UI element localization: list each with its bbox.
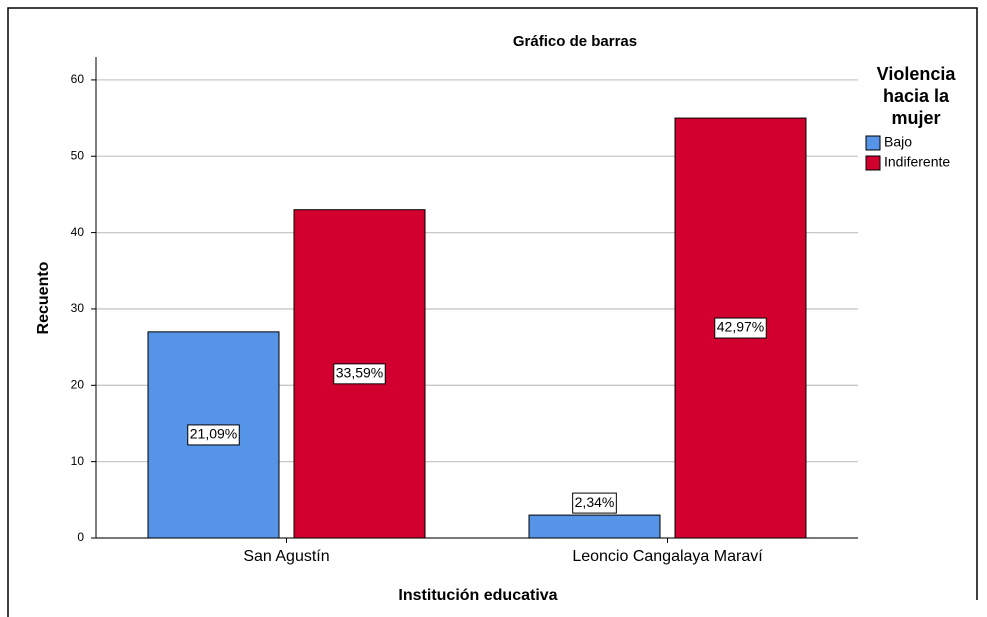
legend-swatch	[865, 135, 881, 151]
y-tick-label: 10	[71, 454, 85, 468]
data-label-box	[333, 363, 386, 385]
legend-title: hacia la	[883, 86, 950, 106]
data-label-box	[714, 317, 767, 339]
y-tick-label: 50	[71, 148, 85, 162]
data-label-box	[187, 424, 240, 446]
y-tick-label: 20	[71, 377, 85, 391]
data-label: 21,09%	[190, 426, 237, 442]
legend-label: Indiferente	[884, 154, 950, 170]
legend-swatch	[865, 155, 881, 171]
data-label: 42,97%	[717, 319, 764, 335]
x-axis-label: Institución educativa	[398, 587, 557, 604]
y-tick-label: 0	[77, 530, 84, 544]
data-label-box	[572, 492, 617, 514]
y-tick-label: 30	[71, 301, 85, 315]
x-tick-label: Leoncio Cangalaya Maraví	[572, 548, 763, 565]
frame	[7, 7, 978, 617]
x-tick-label: San Agustín	[243, 548, 329, 565]
bar	[528, 514, 661, 539]
y-axis-label: Recuento	[35, 261, 52, 334]
legend-label: Bajo	[884, 134, 912, 150]
legend-title: Violencia	[877, 64, 957, 84]
y-tick-label: 60	[71, 72, 85, 86]
data-label: 33,59%	[336, 365, 383, 381]
legend-title: mujer	[891, 108, 940, 128]
data-label: 2,34%	[575, 494, 615, 510]
y-tick-label: 40	[71, 225, 85, 239]
chart-title: Gráfico de barras	[513, 33, 637, 50]
